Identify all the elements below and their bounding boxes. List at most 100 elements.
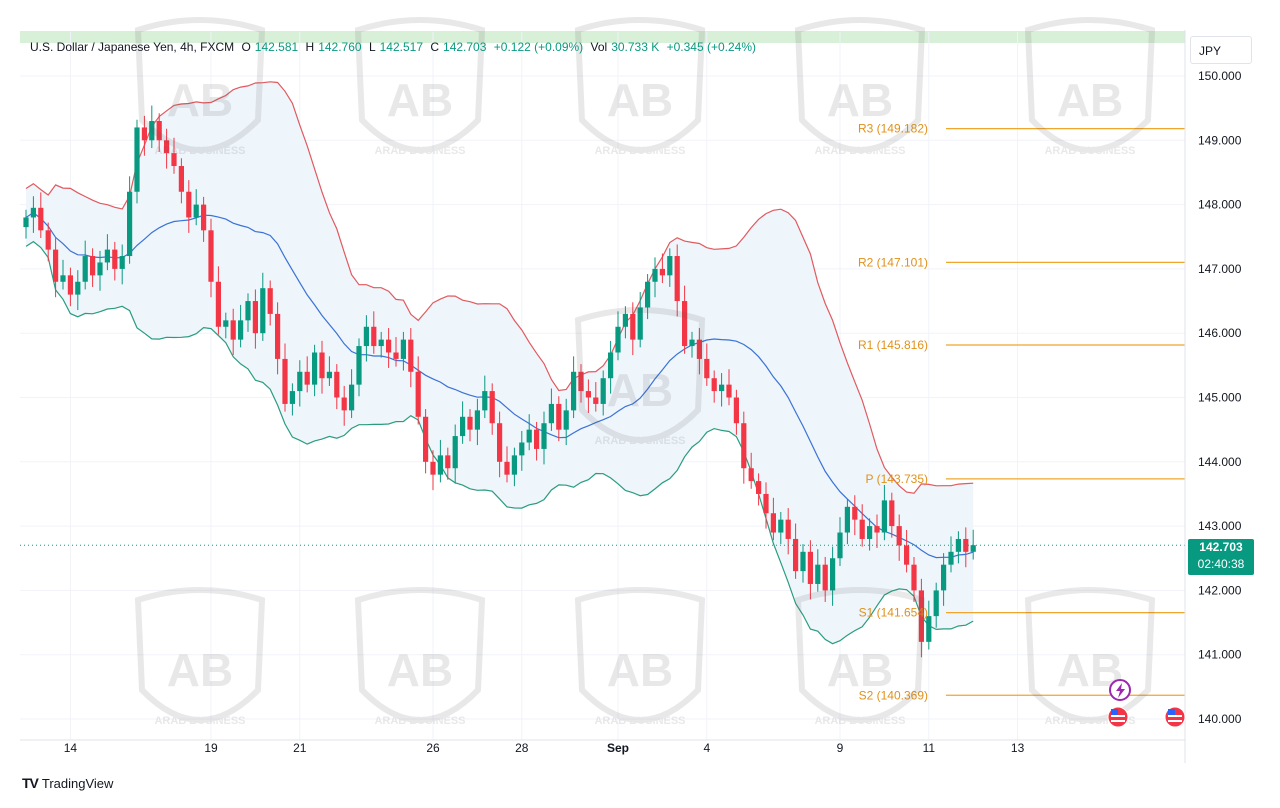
low-value: 142.517 (379, 40, 424, 54)
candle-body (445, 455, 451, 469)
svg-text:AB: AB (387, 644, 453, 696)
svg-text:ARAB BUSINESS: ARAB BUSINESS (154, 145, 245, 157)
vol-label: Vol (590, 40, 608, 54)
candle-body (252, 301, 258, 334)
svg-text:AB: AB (387, 74, 453, 126)
candle-body (230, 320, 236, 340)
candle-body (911, 564, 917, 591)
candle-body (770, 513, 776, 533)
watermark-shield-icon: AB ARAB BUSINESS (794, 17, 926, 157)
flag-stripe (1168, 715, 1182, 717)
candle-body (97, 262, 103, 276)
candle-body (363, 326, 369, 347)
candle-body (312, 352, 318, 385)
currency-button[interactable]: JPY (1190, 36, 1252, 64)
candle-body (460, 416, 466, 437)
candle-body (748, 468, 754, 482)
candle-body (630, 313, 636, 340)
price-tick-label: 147.000 (1198, 262, 1242, 276)
bar-countdown: 02:40:38 (1197, 557, 1245, 571)
candle-body (859, 519, 865, 539)
candle-body (904, 545, 910, 565)
candle-body (926, 616, 932, 642)
candle-body (541, 423, 547, 449)
svg-text:AB: AB (607, 364, 673, 416)
price-tick-label: 143.000 (1198, 519, 1242, 533)
candle-body (134, 127, 140, 192)
candle-body (726, 384, 732, 398)
candle-body (689, 339, 695, 347)
candle-body (778, 519, 784, 533)
candle-body (571, 371, 577, 411)
price-tick-label: 144.000 (1198, 455, 1242, 469)
candle-body (60, 275, 66, 282)
candle-body (970, 545, 976, 552)
bollinger-band-fill (26, 81, 974, 644)
candle-body (785, 519, 791, 539)
candle-body (674, 256, 680, 302)
candle-body (156, 121, 162, 141)
candle-body (844, 506, 850, 533)
candle-body (415, 371, 421, 417)
time-tick-label: 9 (837, 741, 844, 755)
bollinger-lower-line (25, 240, 974, 645)
candle-body (696, 339, 702, 359)
candle-body (489, 391, 495, 424)
candle-body (622, 313, 628, 327)
price-tick-label: 149.000 (1198, 133, 1242, 147)
candle-body (400, 339, 406, 359)
candle-body (534, 429, 540, 449)
candle-body (408, 339, 414, 372)
level-label-s2: S2 (140.369) (859, 688, 928, 702)
last-price-badge: 142.703 02:40:38 (1188, 539, 1254, 575)
lightning-glyph-icon (1116, 683, 1125, 698)
flag-canton (1111, 709, 1118, 715)
svg-text:ARAB BUSINESS: ARAB BUSINESS (814, 145, 905, 157)
brand-name: TradingView (41, 775, 114, 791)
watermark-shield-icon: AB ARAB BUSINESS (574, 587, 706, 727)
candle-body (45, 230, 51, 250)
svg-text:ARAB BUSINESS: ARAB BUSINESS (814, 715, 905, 727)
candle-body (807, 551, 813, 584)
candle-body (127, 191, 133, 257)
price-tick-label: 142.000 (1198, 583, 1242, 597)
candle-body (519, 442, 525, 456)
candle-body (53, 249, 59, 282)
time-tick-label: 11 (923, 741, 936, 755)
flag-stripe (1111, 715, 1125, 717)
candle-body (186, 191, 192, 218)
svg-text:ARAB BUSINESS: ARAB BUSINESS (374, 715, 465, 727)
candle-body (304, 371, 310, 385)
candle-body (201, 204, 207, 231)
candle-body (963, 538, 969, 552)
level-label-r2: R2 (147.101) (858, 255, 928, 269)
svg-text:AB: AB (827, 74, 893, 126)
vol-change-value: +0.345 (+0.24%) (666, 40, 756, 54)
svg-text:ARAB BUSINESS: ARAB BUSINESS (594, 715, 685, 727)
time-tick-label: 28 (515, 741, 529, 755)
candle-body (889, 500, 895, 527)
candle-body (830, 558, 836, 591)
candle-body (297, 371, 303, 392)
candle-body (437, 455, 443, 475)
candle-body (223, 320, 229, 327)
bollinger-upper-line (25, 81, 974, 494)
watermark-shield-icon: AB ARAB BUSINESS (794, 587, 926, 727)
candle-body (267, 288, 273, 314)
candle-body (711, 378, 717, 392)
high-value: 142.760 (318, 40, 362, 54)
candle-body (667, 256, 673, 276)
candle-body (178, 166, 184, 192)
candle-body (556, 403, 562, 430)
candle-body (23, 217, 29, 228)
svg-text:AB: AB (167, 74, 233, 126)
candle-body (90, 256, 96, 276)
candle-body (615, 326, 621, 353)
candle-body (260, 288, 266, 334)
tradingview-brand[interactable]: TV TradingView (22, 775, 113, 791)
time-tick-label: 21 (293, 741, 307, 755)
candle-body (756, 481, 762, 494)
close-value: 142.703 (443, 40, 487, 54)
